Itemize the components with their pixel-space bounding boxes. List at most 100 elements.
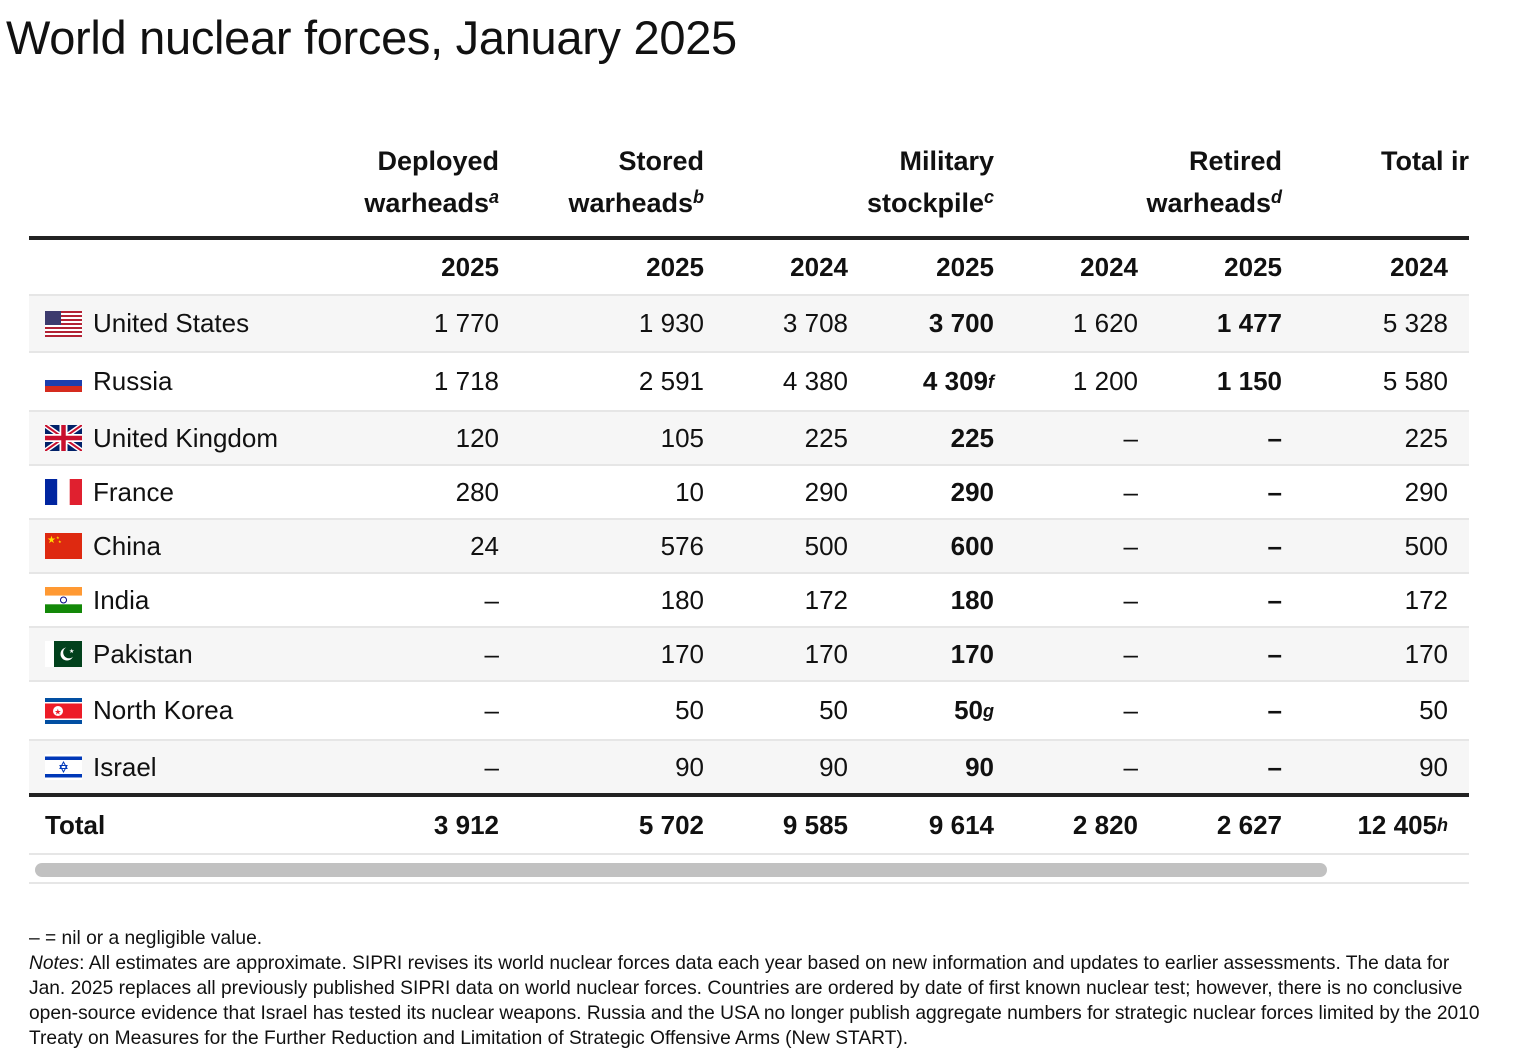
retired-2024-cell: – (1123, 584, 1138, 615)
military-2024-cell: 3 708 (782, 308, 848, 338)
total-2024-cell: 90 (1419, 751, 1448, 782)
stored-2025-cell: 1 930 (638, 308, 704, 338)
country-cell: ★ ★ ★ China (45, 520, 161, 572)
total-retired-2024: 2 820 (1072, 809, 1138, 840)
retired-2025-cell: – (1267, 695, 1282, 725)
deployed-2025-cell: – (484, 695, 499, 725)
total-2024-cell: 500 (1404, 530, 1448, 561)
total-row: Total 3 912 5 702 9 585 9 614 2 820 2 62… (29, 797, 1469, 853)
svg-text:★: ★ (58, 539, 62, 544)
row-divider (29, 680, 1469, 682)
deployed-2025-cell: 1 770 (433, 308, 499, 338)
france-flag-icon (45, 479, 82, 505)
country-name: Pakistan (93, 638, 193, 669)
military-2024-cell: 4 380 (782, 366, 848, 396)
row-divider (29, 351, 1469, 353)
total-2024-cell: 225 (1404, 422, 1448, 453)
header-total-line2: Total ir (1381, 146, 1469, 176)
country-cell: ★ Pakistan (45, 628, 193, 680)
stored-2025-cell: 10 (675, 476, 704, 507)
retired-2025-cell: – (1267, 584, 1282, 615)
retired-2024-cell: – (1123, 422, 1138, 453)
deployed-2025-cell: – (484, 638, 499, 669)
military-2025-cell: 50 g (954, 695, 994, 725)
deployed-2025-cell: – (484, 751, 499, 782)
total-2024-cell: 172 (1404, 584, 1448, 615)
year-deployed-2025: 2025 (441, 251, 499, 282)
total-2024-cell: 50 (1419, 695, 1448, 725)
header-total: Total ir (1269, 140, 1469, 182)
table-row: France 280 10 290 290 – – 290 (29, 466, 1469, 518)
us-flag-icon (45, 310, 82, 337)
retired-2025-cell: – (1267, 751, 1282, 782)
total-inventory-2024: 12 405 h (1357, 809, 1448, 840)
total-military-2024: 9 585 (782, 809, 848, 840)
stored-2025-cell: 105 (660, 422, 704, 453)
country-name: China (93, 530, 161, 561)
deployed-2025-cell: 1 718 (433, 366, 499, 396)
footnote-d: d (1271, 187, 1282, 207)
country-name: United Kingdom (93, 422, 278, 453)
header-deployed-line1: Deployed (377, 146, 499, 176)
military-2025-cell: 3 700 (928, 308, 994, 338)
total-label: Total (45, 809, 106, 840)
header-deployed-line2: warheadsa (364, 187, 499, 218)
israel-flag-icon (45, 754, 82, 780)
header-military-stockpile: Military stockpilec (795, 140, 994, 224)
row-divider (29, 739, 1469, 741)
country-name: North Korea (93, 695, 234, 725)
retired-2025-cell: – (1267, 422, 1282, 453)
header-retired-line1: Retired (1188, 146, 1282, 176)
scrollbar-thumb[interactable] (35, 863, 1327, 877)
pakistan-flag-icon: ★ (45, 641, 82, 667)
year-stored-2025: 2025 (646, 251, 704, 282)
stored-2025-cell: 2 591 (638, 366, 704, 396)
country-cell: France (45, 466, 174, 518)
country-cell: Israel (45, 741, 157, 793)
military-2025-cell: 180 (950, 584, 994, 615)
table-row: ★ Pakistan – 170 170 170 – – 170 (29, 628, 1469, 680)
year-total-2024: 2024 (1390, 251, 1448, 282)
retired-2024-cell: – (1123, 751, 1138, 782)
stored-2025-cell: 90 (675, 751, 704, 782)
country-name: France (93, 476, 174, 507)
military-2025-cell: 290 (950, 476, 994, 507)
country-cell: ★ North Korea (45, 682, 233, 739)
military-2024-cell: 172 (804, 584, 848, 615)
row-divider (29, 626, 1469, 628)
header-stored-line2: warheadsb (568, 187, 704, 218)
footnote-c: c (983, 187, 994, 207)
deployed-2025-cell: 280 (455, 476, 499, 507)
retired-2024-cell: 1 620 (1072, 308, 1138, 338)
table-row: Russia 1 718 2 591 4 380 4 309 f 1 200 1 … (29, 353, 1469, 410)
total-2024-cell: 5 328 (1382, 308, 1448, 338)
nuclear-forces-table[interactable]: Deployed warheadsa Stored warheadsb Mili… (29, 128, 1469, 886)
row-divider (29, 518, 1469, 520)
total-2024-cell: 170 (1404, 638, 1448, 669)
year-military-2024: 2024 (790, 251, 848, 282)
military-2025-cell: 225 (950, 422, 994, 453)
row-divider (29, 853, 1469, 855)
notes-text: : All estimates are approximate. SIPRI r… (29, 953, 1480, 1049)
horizontal-scrollbar[interactable] (29, 858, 1469, 882)
table-row: ★ North Korea – 50 50 50 g – – 50 (29, 682, 1469, 739)
retired-2024-cell: – (1123, 530, 1138, 561)
stored-2025-cell: 170 (660, 638, 704, 669)
year-military-2025: 2025 (936, 251, 994, 282)
uk-flag-icon (45, 425, 82, 451)
military-2025-cell: 600 (950, 530, 994, 561)
country-cell: India (45, 574, 149, 626)
country-cell: Russia (45, 353, 172, 410)
country-cell: United Kingdom (45, 412, 278, 464)
table-row: United Kingdom 120 105 225 225 – – 225 (29, 412, 1469, 464)
military-2024-cell: 90 (819, 751, 848, 782)
china-flag-icon: ★ ★ ★ (45, 533, 82, 559)
retired-2024-cell: – (1123, 695, 1138, 725)
retired-2024-cell: – (1123, 476, 1138, 507)
stored-2025-cell: 576 (660, 530, 704, 561)
header-military-line1: Military (899, 146, 994, 176)
year-retired-2024: 2024 (1080, 251, 1138, 282)
notes-label: Notes (29, 953, 80, 974)
country-cell: United States (45, 296, 249, 351)
country-name: India (93, 584, 150, 615)
